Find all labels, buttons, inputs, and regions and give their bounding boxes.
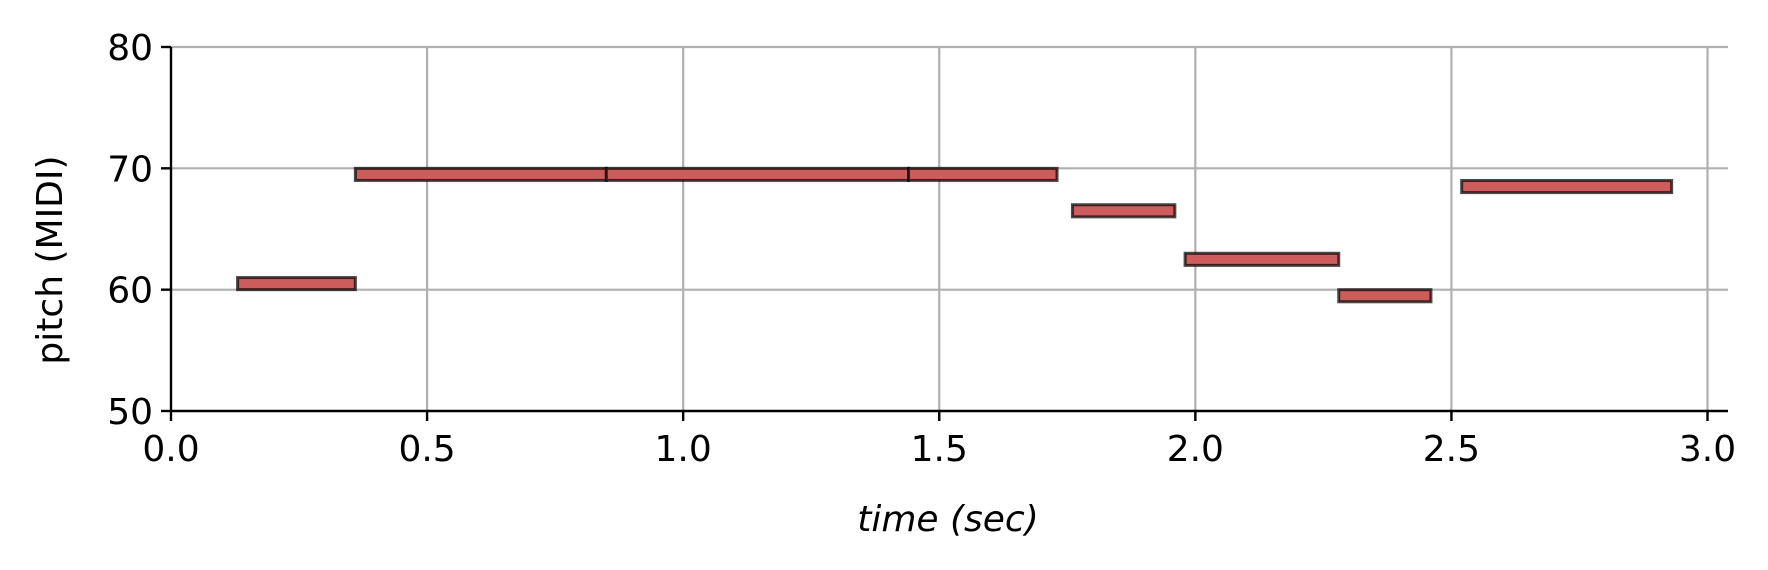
y-tick-label: 60	[107, 271, 153, 312]
note-bar	[1337, 288, 1433, 304]
notes	[236, 166, 1674, 304]
axes: 0.0 0.5 1.0 1.5 2.0 2.5 3.0 50 60 70 80	[107, 28, 1736, 470]
note-bar	[353, 166, 608, 182]
note-bar	[1183, 251, 1341, 267]
y-tick-label: 50	[107, 392, 153, 433]
note-bar	[236, 276, 357, 292]
x-tick-label: 3.0	[1679, 429, 1736, 470]
y-axis-label: pitch (MIDI)	[30, 155, 71, 364]
x-axis-label: time (sec)	[857, 499, 1039, 540]
note-bar	[604, 166, 911, 182]
grid	[171, 45, 1728, 411]
x-tick-label: 2.5	[1423, 429, 1480, 470]
note-bar	[907, 166, 1059, 182]
x-tick-label: 1.5	[911, 429, 968, 470]
x-tick-label: 0.5	[398, 429, 455, 470]
x-tick-label: 2.0	[1167, 429, 1224, 470]
y-tick-label: 80	[107, 28, 153, 69]
labels: time (sec) pitch (MIDI)	[30, 155, 1039, 540]
y-tick-label: 70	[107, 149, 153, 190]
note-bar	[1460, 178, 1674, 195]
x-tick-label: 1.0	[655, 429, 712, 470]
x-tick-label: 0.0	[142, 429, 199, 470]
note-bar	[1070, 203, 1177, 219]
